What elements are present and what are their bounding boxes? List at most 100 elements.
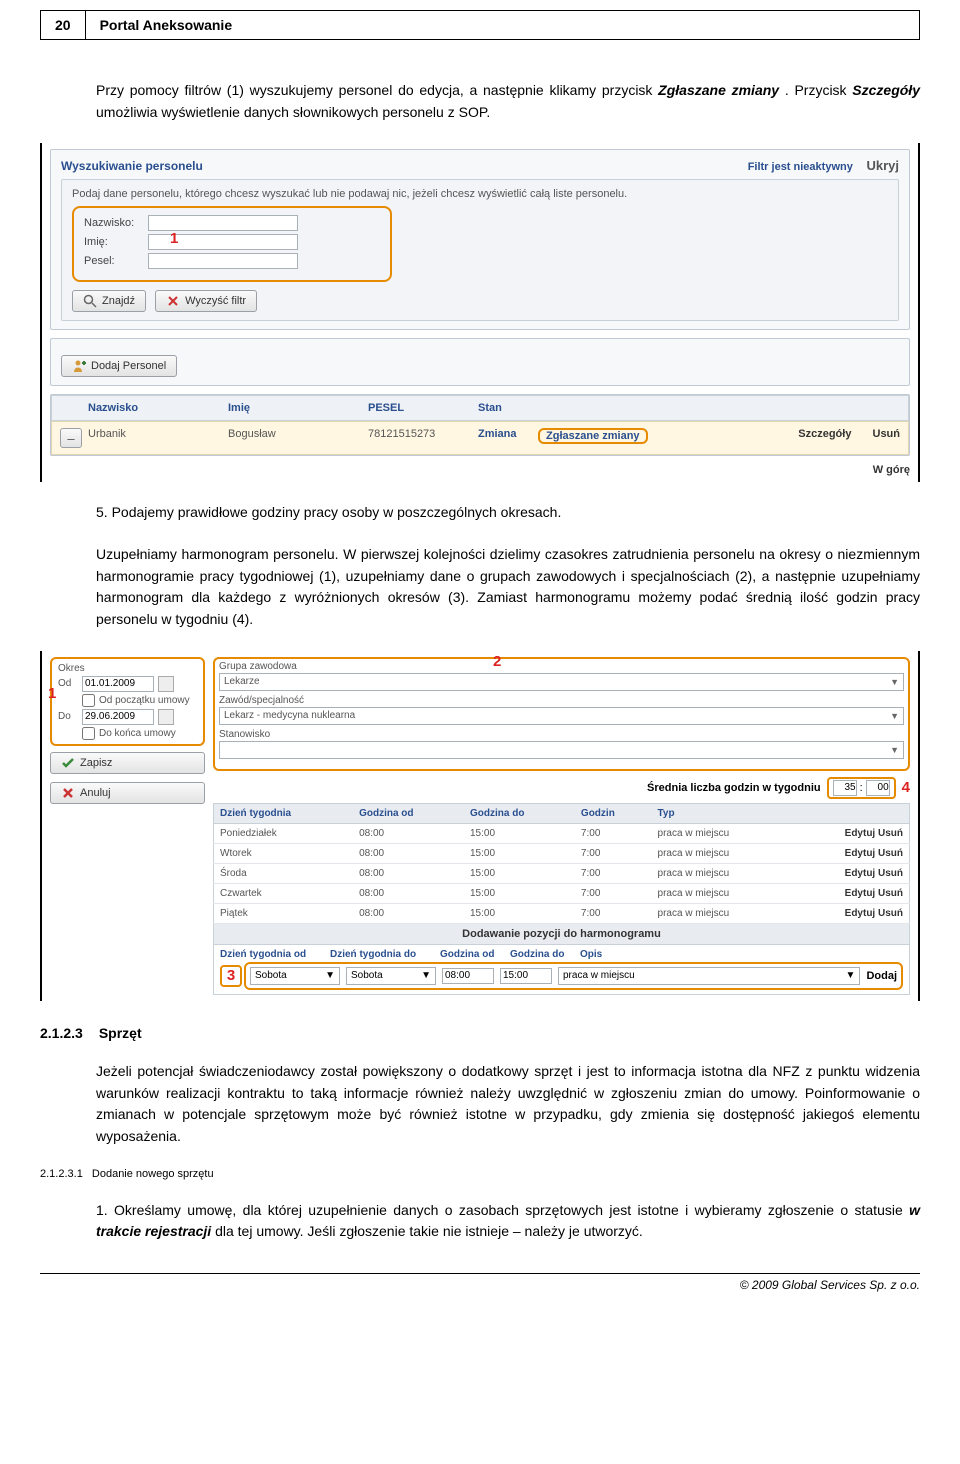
add-opis-select[interactable]: praca w miejscu▼: [558, 967, 860, 985]
grupa-select[interactable]: Lekarze ▼: [219, 673, 904, 691]
cell-day: Wtorek: [214, 843, 354, 863]
stanowisko-select[interactable]: ▼: [219, 741, 904, 759]
avg-m-input[interactable]: [866, 780, 890, 796]
cell-hrs: 7:00: [575, 883, 652, 903]
do-label: Do: [58, 711, 78, 722]
grupa-value: Lekarze: [224, 676, 260, 687]
od-poczatku-label: Od początku umowy: [99, 695, 190, 706]
avg-h-input[interactable]: [833, 780, 857, 796]
chevron-down-icon: ▼: [890, 711, 899, 721]
cell-to: 15:00: [464, 863, 575, 883]
row-nazwisko: Urbanik: [80, 422, 220, 454]
w-gore-link[interactable]: W górę: [50, 464, 910, 476]
page-number: 20: [41, 11, 86, 39]
okres-column: 1 Okres Od Od początku umowy Do Do końca: [50, 657, 205, 995]
do-date-input[interactable]: [82, 709, 154, 725]
search-panel-title: Wyszukiwanie personelu: [61, 159, 203, 173]
cell-to: 15:00: [464, 903, 575, 923]
cell-typ: praca w miejscu: [652, 823, 792, 843]
edytuj-link[interactable]: Edytuj: [845, 848, 876, 859]
cell-from: 08:00: [353, 883, 464, 903]
step1-pre: 1. Określamy umowę, dla której uzupełnie…: [96, 1202, 909, 1218]
add-dod-select[interactable]: Sobota▼: [250, 967, 340, 985]
subsection-number: 2.1.2.3.1: [40, 1168, 83, 1180]
anuluj-button[interactable]: Anuluj: [50, 782, 205, 804]
intro-kw2: Szczegóły: [852, 82, 920, 98]
schedule-row: Środa08:0015:007:00praca w miejscuEdytuj…: [214, 863, 910, 883]
cell-from: 08:00: [353, 843, 464, 863]
zapisz-button[interactable]: Zapisz: [50, 752, 205, 774]
add-header-row: Dzień tygodnia od Dzień tygodnia do Godz…: [220, 949, 903, 960]
add-col-god: Godzina od: [440, 949, 510, 960]
row-stan[interactable]: Zmiana: [470, 422, 530, 454]
col-typ: Typ: [652, 803, 792, 823]
hide-link[interactable]: Ukryj: [866, 158, 899, 173]
callout-3: 3: [227, 967, 235, 984]
intro-pre: Przy pomocy filtrów (1) wyszukujemy pers…: [96, 82, 658, 98]
add-col-opis: Opis: [580, 949, 903, 960]
add-god-input[interactable]: [442, 968, 494, 984]
calendar-icon[interactable]: [158, 709, 174, 725]
expand-button[interactable]: –: [60, 428, 82, 448]
usun-link[interactable]: Usuń: [878, 888, 903, 899]
check-icon: [61, 756, 75, 770]
clear-icon: [166, 294, 180, 308]
col-from: Godzina od: [353, 803, 464, 823]
edytuj-link[interactable]: Edytuj: [845, 868, 876, 879]
section-body: Jeżeli potencjał świadczeniodawcy został…: [96, 1061, 920, 1148]
chevron-down-icon: ▼: [890, 745, 899, 755]
add-personnel-button[interactable]: Dodaj Personel: [61, 355, 177, 377]
edytuj-link[interactable]: Edytuj: [845, 888, 876, 899]
usun-link[interactable]: Usuń: [878, 848, 903, 859]
intro-mid: . Przycisk: [785, 82, 852, 98]
schedule-right-column: 2 Grupa zawodowa Lekarze▼ Zawód/specjaln…: [213, 657, 910, 995]
cell-hrs: 7:00: [575, 823, 652, 843]
add-personnel-panel: Dodaj Personel: [50, 338, 910, 386]
subsection-heading: 2.1.2.3.1 Dodanie nowego sprzętu: [40, 1168, 920, 1180]
col-to: Godzina do: [464, 803, 575, 823]
nazwisko-input[interactable]: [148, 215, 298, 231]
grupa-label: Grupa zawodowa: [219, 661, 904, 672]
add-col-gdo: Godzina do: [510, 949, 580, 960]
usun-link[interactable]: Usuń: [878, 908, 903, 919]
add-ddo-select[interactable]: Sobota▼: [346, 967, 436, 985]
cell-to: 15:00: [464, 843, 575, 863]
subsection-title: Dodanie nowego sprzętu: [92, 1168, 214, 1180]
page-footer: © 2009 Global Services Sp. z o.o.: [40, 1273, 920, 1292]
col-stan: Stan: [470, 396, 550, 420]
edytuj-link[interactable]: Edytuj: [845, 828, 876, 839]
find-button-label: Znajdź: [102, 295, 135, 307]
dodaj-link[interactable]: Dodaj: [866, 970, 897, 982]
add-gdo-input[interactable]: [500, 968, 552, 984]
copyright: © 2009 Global Services Sp. z o.o.: [740, 1278, 920, 1292]
filter-status: Filtr jest nieaktywny: [748, 161, 853, 173]
usun-link[interactable]: Usuń: [873, 428, 901, 440]
usun-link[interactable]: Usuń: [878, 828, 903, 839]
cell-to: 15:00: [464, 823, 575, 843]
do-konca-checkbox[interactable]: [82, 727, 95, 740]
cell-typ: praca w miejscu: [652, 843, 792, 863]
avg-label: Średnia liczba godzin w tygodniu: [647, 782, 821, 794]
col-pesel: PESEL: [360, 396, 470, 420]
chevron-down-icon: ▼: [890, 677, 899, 687]
od-poczatku-checkbox[interactable]: [82, 694, 95, 707]
calendar-icon[interactable]: [158, 676, 174, 692]
section-title: Sprzęt: [99, 1025, 142, 1041]
od-date-input[interactable]: [82, 676, 154, 692]
edytuj-link[interactable]: Edytuj: [845, 908, 876, 919]
step1-post: dla tej umowy. Jeśli zgłoszenie takie ni…: [215, 1223, 643, 1239]
cell-hrs: 7:00: [575, 863, 652, 883]
zapisz-label: Zapisz: [80, 757, 112, 769]
zawod-select[interactable]: Lekarz - medycyna nuklearna▼: [219, 707, 904, 725]
clear-filter-button[interactable]: Wyczyść filtr: [155, 290, 257, 312]
search-hint: Podaj dane personelu, którego chcesz wys…: [72, 188, 888, 200]
usun-link[interactable]: Usuń: [878, 868, 903, 879]
find-button[interactable]: Znajdź: [72, 290, 146, 312]
zglaszane-zmiany-link[interactable]: Zgłaszane zmiany: [538, 428, 648, 444]
pesel-input[interactable]: [148, 253, 298, 269]
zawod-label: Zawód/specjalność: [219, 695, 904, 706]
cell-from: 08:00: [353, 863, 464, 883]
callout-1b: 1: [48, 685, 56, 702]
pesel-label: Pesel:: [84, 255, 148, 267]
szczegoly-link[interactable]: Szczegóły: [798, 428, 851, 440]
